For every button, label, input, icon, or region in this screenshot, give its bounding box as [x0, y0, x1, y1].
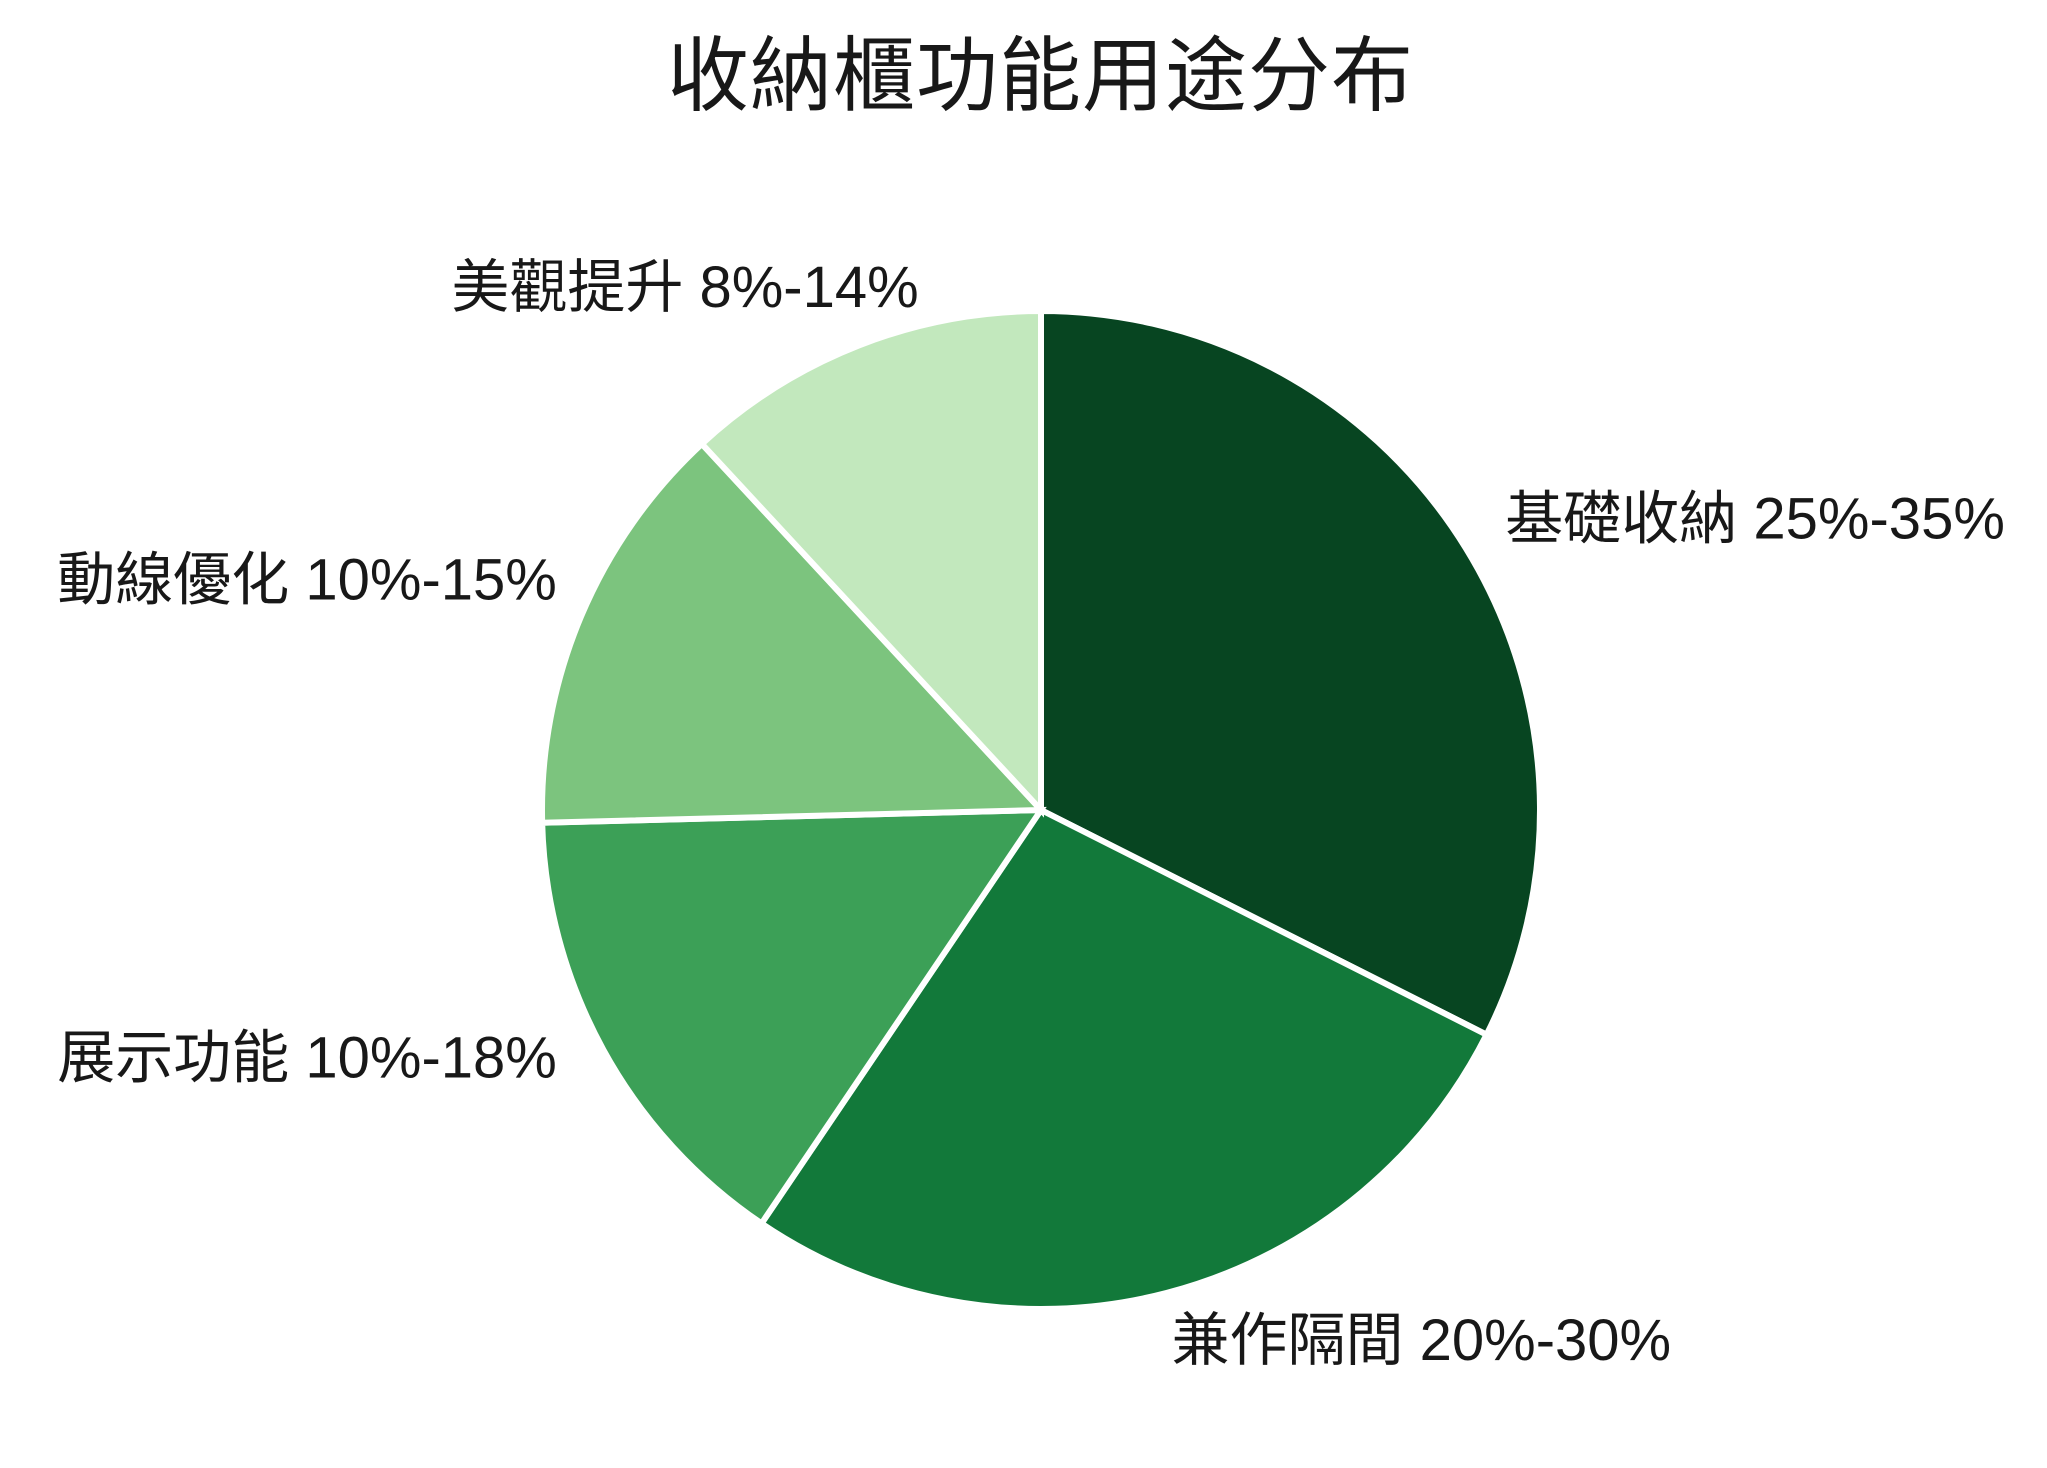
svg-text:美觀提升 8%-14%: 美觀提升 8%-14%	[451, 255, 918, 320]
svg-text:基礎收納 25%-35%: 基礎收納 25%-35%	[1505, 486, 2005, 551]
svg-text:兼作隔間 20%-30%: 兼作隔間 20%-30%	[1172, 1308, 1672, 1373]
svg-text:動線優化 10%-15%: 動線優化 10%-15%	[57, 548, 557, 613]
svg-text:展示功能 10%-18%: 展示功能 10%-18%	[57, 1025, 557, 1090]
